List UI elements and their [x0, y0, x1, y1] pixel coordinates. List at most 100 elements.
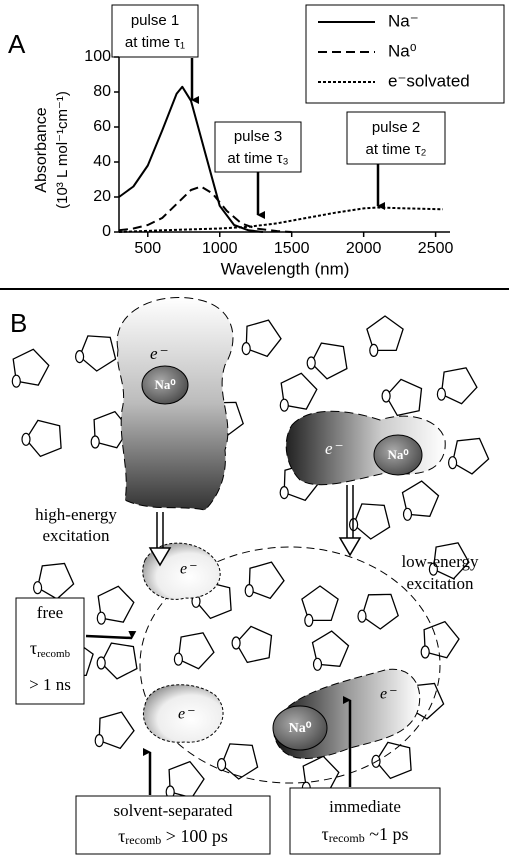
excitation-label: excitation — [406, 574, 474, 593]
thf-ring — [451, 437, 490, 475]
oxygen-atom — [448, 456, 458, 470]
tau: τ — [30, 638, 37, 658]
thf-ring — [423, 620, 460, 659]
box-text: immediate — [329, 797, 401, 816]
electron-label: e⁻ — [150, 344, 169, 363]
sodium-atom — [141, 365, 189, 405]
thf-ring — [36, 562, 75, 600]
label-box — [15, 597, 85, 705]
y-axis-units: (10³ L mol⁻¹cm⁻¹) — [54, 91, 71, 209]
electron-cloud — [285, 410, 446, 486]
electron-label: e⁻ — [180, 561, 197, 578]
y-tick-label: 20 — [93, 188, 111, 205]
thf-ring — [235, 625, 273, 664]
oxygen-atom — [241, 342, 251, 356]
annotation-box — [346, 111, 446, 165]
x-axis-label: Wavelength (nm) — [221, 259, 350, 278]
thf-ring — [220, 743, 259, 780]
annotation: pulse 1 — [131, 12, 179, 29]
thf-ring — [12, 348, 50, 386]
sodium-label: Na⁰ — [387, 447, 409, 462]
oxygen-atom — [428, 562, 438, 576]
annotation: pulse 3 — [234, 128, 282, 145]
excitation-label: low-energy — [401, 552, 479, 571]
subscript: recomb — [37, 648, 70, 660]
excitation-arrow — [338, 485, 362, 557]
box-text: ~1 ps — [365, 824, 409, 844]
oxygen-atom — [369, 343, 379, 357]
label-box — [289, 787, 441, 855]
thf-ring — [78, 335, 117, 372]
x-tick-label: 1000 — [202, 240, 238, 257]
electron-cloud — [116, 296, 234, 511]
oxygen-atom — [90, 435, 100, 449]
data-line — [118, 185, 292, 233]
oxygen-atom — [402, 507, 413, 521]
box-text: τrecomb ~1 ps — [322, 824, 409, 845]
oxygen-atom — [11, 374, 21, 388]
thf-ring — [375, 741, 412, 780]
label-box — [75, 795, 271, 855]
thf-ring — [97, 585, 135, 623]
thf-ring — [168, 760, 205, 799]
oxygen-atom — [357, 609, 367, 623]
electron-label: e⁻ — [380, 686, 397, 703]
oxygen-atom — [217, 757, 227, 772]
tau: τ — [322, 824, 329, 844]
box-text: solvent-separated — [114, 801, 233, 820]
thf-ring — [440, 367, 478, 405]
electron-label: e⁻ — [325, 439, 344, 458]
thf-ring — [301, 585, 339, 622]
subscript: recomb — [329, 831, 365, 845]
oxygen-atom — [96, 656, 106, 670]
oxygen-atom — [96, 611, 106, 625]
thf-ring — [280, 372, 318, 410]
sodium-atom — [272, 705, 328, 751]
y-tick-label: 100 — [84, 48, 111, 65]
x-tick-label: 2000 — [346, 240, 382, 257]
box-text: > 100 ps — [161, 826, 228, 846]
thf-ring — [248, 561, 285, 600]
oxygen-atom — [381, 389, 391, 403]
thf-ring — [177, 632, 215, 670]
sodium-atom — [373, 434, 423, 476]
oxygen-atom — [312, 657, 323, 671]
sodium-label: Na⁰ — [289, 721, 312, 736]
oxygen-atom — [173, 652, 183, 666]
annotation: at time τ₂ — [366, 141, 427, 158]
box-text: τrecomb > 100 ps — [118, 826, 228, 847]
x-tick-label: 1500 — [274, 240, 310, 257]
thf-ring — [352, 503, 391, 540]
thf-ring — [310, 342, 348, 380]
oxygen-atom — [279, 486, 289, 500]
annotation: pulse 2 — [372, 119, 420, 136]
thf-ring — [385, 378, 423, 417]
box-text: τrecomb — [30, 638, 71, 659]
thf-ring — [98, 711, 135, 750]
annotation: at time τ₃ — [227, 150, 288, 167]
y-tick-label: 0 — [102, 223, 111, 240]
y-tick-label: 40 — [93, 153, 111, 170]
tau: τ — [118, 826, 125, 846]
legend-label: Na⁰ — [388, 41, 417, 60]
data-line — [118, 85, 264, 233]
oxygen-atom — [244, 583, 254, 598]
oxygen-atom — [420, 645, 430, 659]
panel-b: B e⁻ Na⁰ e⁻ Na⁰ e⁻ e⁻ e⁻ Na⁰ high-energy… — [10, 296, 490, 855]
solvent-shell — [139, 546, 441, 784]
subscript: recomb — [125, 833, 161, 847]
oxygen-atom — [231, 636, 241, 650]
oxygen-atom — [21, 432, 31, 446]
excitation-label: excitation — [42, 526, 110, 545]
thf-ring — [361, 593, 399, 630]
panel-label: B — [10, 308, 27, 338]
oxygen-atom — [436, 387, 446, 401]
thf-ring — [25, 419, 62, 458]
y-axis-label: Absorbance — [33, 107, 50, 192]
pointer-arrow — [85, 630, 137, 640]
box-text: free — [37, 603, 63, 622]
oxygen-atom — [279, 398, 289, 412]
excitation-label: high-energy — [35, 505, 117, 524]
